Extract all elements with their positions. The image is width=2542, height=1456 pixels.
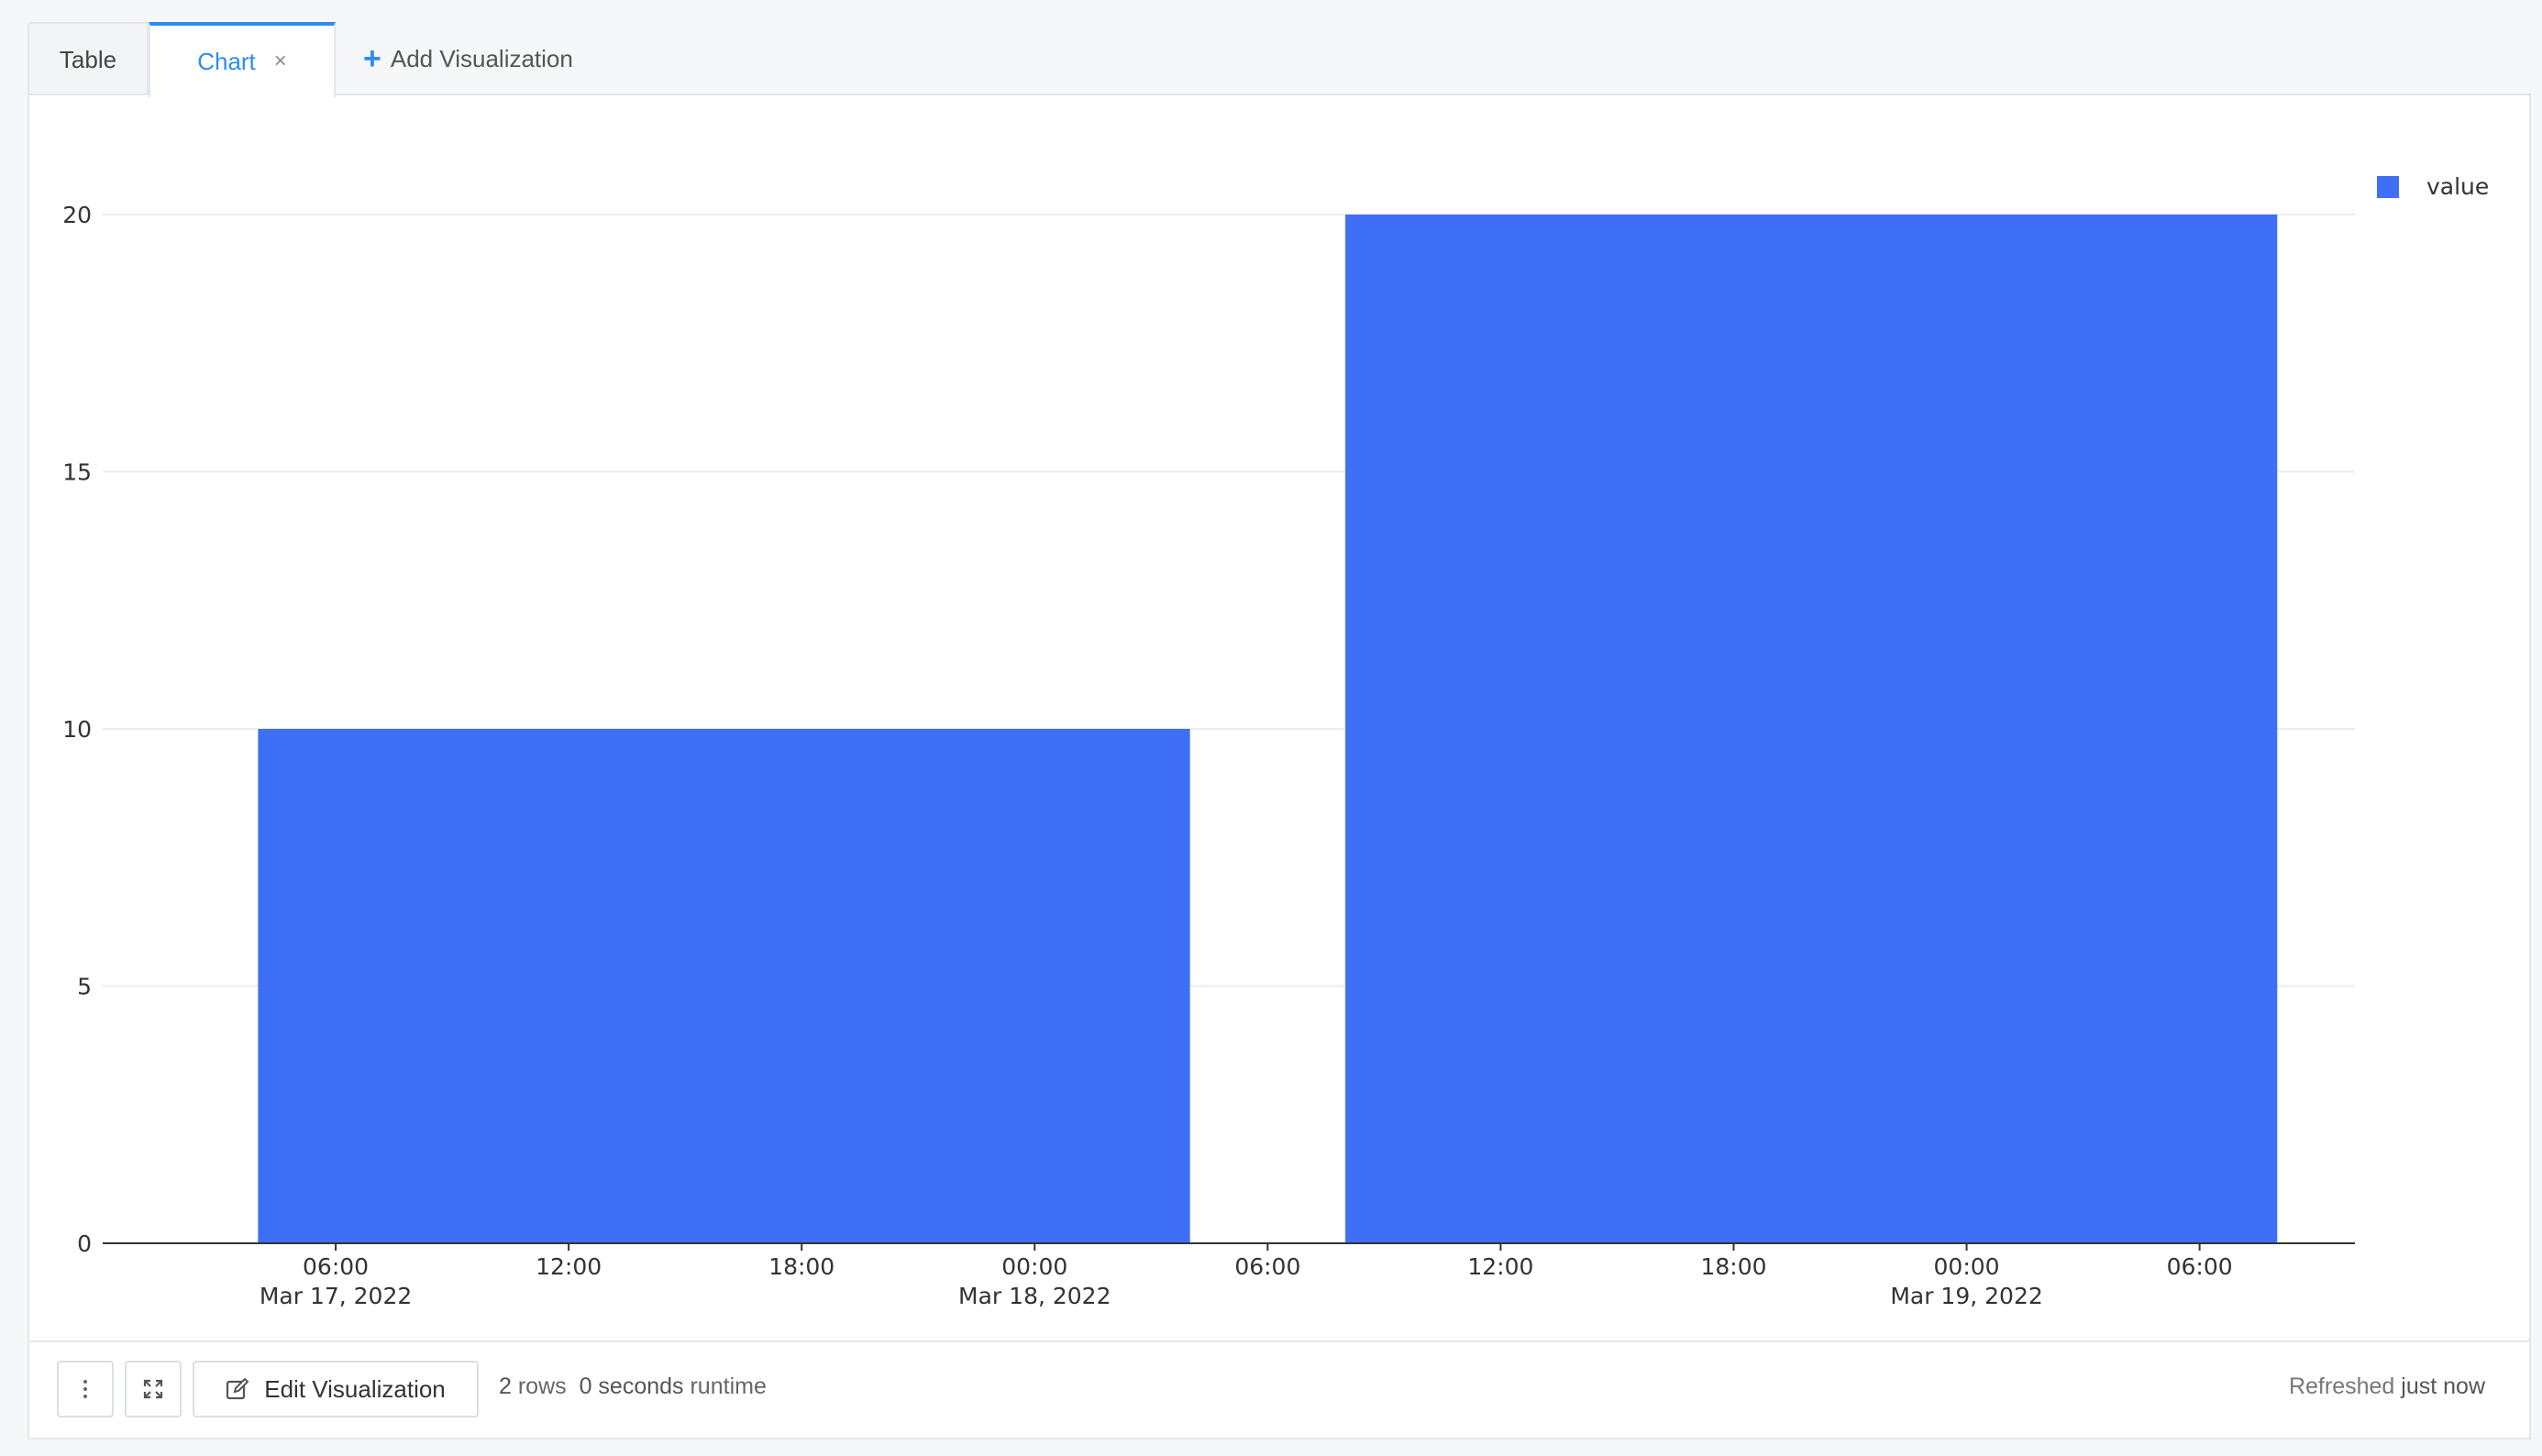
x-tick-label: 06:00 [303, 1253, 369, 1280]
y-tick-label: 10 [62, 716, 92, 743]
legend-label: value [2426, 173, 2489, 200]
rows-label: rows [517, 1373, 567, 1399]
chart-axes: 0 5 10 15 20 06:00 Mar 17, 2022 12:00 18:00 00:00… [62, 202, 2355, 1309]
refreshed-label: Refreshed [2288, 1373, 2395, 1399]
query-meta: 2 rows 0 seconds runtime [499, 1373, 767, 1400]
runtime-label: runtime [690, 1373, 767, 1399]
x-tick-label: 12:00 [1467, 1253, 1533, 1280]
x-tick-date-label: Mar 18, 2022 [958, 1283, 1111, 1309]
add-visualization-button[interactable]: + Add Visualization [336, 22, 611, 95]
visualization-tabs: Table Chart × + Add Visualization [28, 22, 2531, 97]
bar [258, 729, 1190, 1243]
edit-icon [227, 1377, 249, 1400]
refreshed-status: Refreshed just now [2289, 1373, 2485, 1400]
x-tick-label: 18:00 [1700, 1253, 1766, 1280]
more-options-button[interactable] [57, 1361, 114, 1417]
tab-table-label: Table [59, 45, 117, 73]
expand-button[interactable] [125, 1361, 182, 1417]
panel-footer: Edit Visualization 2 rows 0 seconds runt… [29, 1340, 2529, 1438]
rows-count: 2 [499, 1373, 512, 1399]
y-tick-label: 15 [62, 459, 92, 486]
edit-visualization-button[interactable]: Edit Visualization [193, 1361, 479, 1417]
x-tick-label: 00:00 [1934, 1253, 2000, 1280]
add-visualization-label: Add Visualization [390, 44, 573, 72]
x-tick-date-label: Mar 17, 2022 [260, 1283, 412, 1309]
bar [1345, 215, 2278, 1243]
y-tick-label: 5 [77, 974, 92, 1000]
plus-icon: + [363, 41, 381, 76]
bar-chart: 0 5 10 15 20 06:00 Mar 17, 2022 12:00 18:00 00:00… [62, 173, 2489, 1309]
x-tick-label: 06:00 [1234, 1253, 1300, 1280]
edit-visualization-label: Edit Visualization [264, 1374, 446, 1403]
close-icon[interactable]: × [273, 49, 287, 73]
x-tick-date-label: Mar 19, 2022 [1890, 1283, 2042, 1309]
tab-chart[interactable]: Chart × [149, 22, 336, 97]
legend-swatch [2377, 176, 2399, 198]
x-tick-label: 00:00 [1001, 1253, 1067, 1280]
refreshed-value: just now [2401, 1373, 2485, 1399]
y-tick-label: 0 [77, 1230, 92, 1257]
tab-table[interactable]: Table [28, 22, 149, 95]
y-tick-label: 20 [62, 202, 92, 228]
x-tick-label: 18:00 [768, 1253, 834, 1280]
chart-legend: value [2377, 173, 2489, 200]
visualization-panel: 0 5 10 15 20 06:00 Mar 17, 2022 12:00 18:00 00:00… [28, 94, 2531, 1439]
tab-chart-label: Chart [197, 47, 256, 75]
chart-bars [258, 215, 2278, 1243]
vertical-dots-icon [83, 1380, 87, 1398]
expand-icon [143, 1379, 163, 1399]
x-tick-label: 06:00 [2167, 1253, 2233, 1280]
runtime-seconds: 0 seconds [579, 1373, 684, 1399]
x-tick-label: 12:00 [536, 1253, 602, 1280]
